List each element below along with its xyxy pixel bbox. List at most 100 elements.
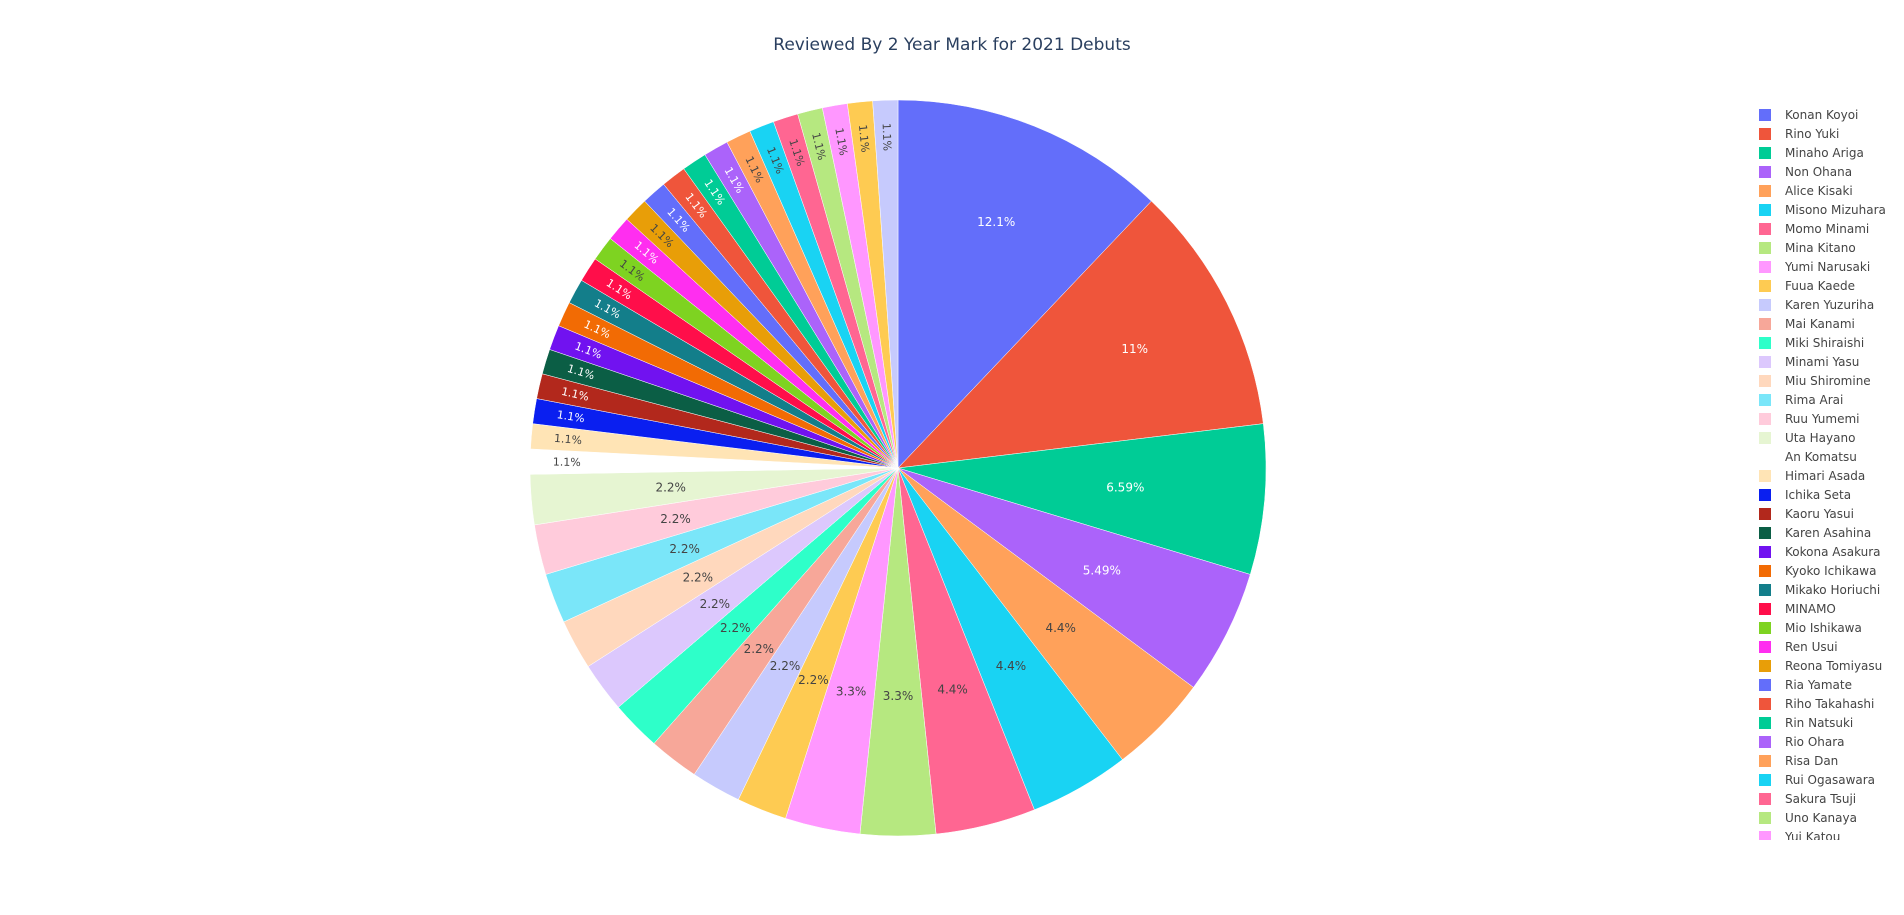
legend-swatch[interactable] <box>1759 375 1771 387</box>
pie-labels: 12.1% 11% 6.59% 5.49% 4.4% 4.4% 4.4% 3.3% 3.3% 2.… <box>553 123 1148 703</box>
legend-swatch[interactable] <box>1759 622 1771 634</box>
legend-swatch[interactable] <box>1759 793 1771 805</box>
legend-swatch[interactable] <box>1759 337 1771 349</box>
legend-item-label[interactable]: Uta Hayano <box>1785 431 1855 445</box>
legend-item-label[interactable]: Karen Yuzuriha <box>1785 298 1874 312</box>
legend-item-label[interactable]: Konan Koyoi <box>1785 108 1858 122</box>
legend-item-label[interactable]: Ruu Yumemi <box>1785 412 1859 426</box>
legend-swatch[interactable] <box>1759 508 1771 520</box>
legend-item-label[interactable]: Riho Takahashi <box>1785 697 1874 711</box>
legend-item-label[interactable]: Rio Ohara <box>1785 735 1845 749</box>
slice-label: 4.4% <box>1045 621 1076 635</box>
pie-slice <box>897 200 1264 469</box>
slice-label: 2.2% <box>683 571 714 585</box>
legend-item-label[interactable]: Miki Shiraishi <box>1785 336 1864 350</box>
legend-item-label[interactable]: Ren Usui <box>1785 640 1838 654</box>
legend-swatch[interactable] <box>1759 242 1771 254</box>
slice-label: 1.1% <box>556 408 586 425</box>
legend-item-label[interactable]: Rui Ogasawara <box>1785 773 1875 787</box>
legend-item-label[interactable]: Mina Kitano <box>1785 241 1856 255</box>
legend-item-label[interactable]: Himari Asada <box>1785 469 1865 483</box>
legend-swatch[interactable] <box>1759 869 1771 881</box>
legend-item-label[interactable]: Rin Natsuki <box>1785 716 1853 730</box>
legend-item-label[interactable]: Misono Mizuhara <box>1785 203 1886 217</box>
legend-swatch[interactable] <box>1759 299 1771 311</box>
legend-swatch[interactable] <box>1759 698 1771 710</box>
legend-item-label[interactable]: Mio Ishikawa <box>1785 621 1862 635</box>
legend-swatch[interactable] <box>1759 109 1771 121</box>
legend-item-label[interactable]: Momo Minami <box>1785 222 1869 236</box>
legend-item-label[interactable]: Ria Yamate <box>1785 678 1852 692</box>
legend-swatch[interactable] <box>1759 546 1771 558</box>
legend-swatch[interactable] <box>1759 831 1771 843</box>
legend-swatch[interactable] <box>1759 413 1771 425</box>
slice-label: 2.2% <box>744 642 775 656</box>
legend-swatch[interactable] <box>1759 717 1771 729</box>
legend-item-label[interactable]: Mikako Horiuchi <box>1785 583 1880 597</box>
legend-item-label[interactable]: Uno Kanaya <box>1785 811 1857 825</box>
legend-item-label[interactable]: Rin Mitsuki <box>1785 868 1851 882</box>
slice-label: 2.2% <box>700 597 731 611</box>
legend-item-label[interactable]: Non Ohana <box>1785 165 1852 179</box>
legend-item-label[interactable]: Minami Yasu <box>1785 355 1859 369</box>
legend-swatch[interactable] <box>1758 450 1772 464</box>
legend-swatch[interactable] <box>1759 527 1771 539</box>
legend-swatch[interactable] <box>1759 318 1771 330</box>
legend-swatch[interactable] <box>1759 432 1771 444</box>
slice-label: 1.1% <box>832 127 850 157</box>
legend-swatch[interactable] <box>1759 223 1771 235</box>
legend-swatch[interactable] <box>1759 850 1771 862</box>
slice-label: 1.1% <box>880 123 894 151</box>
legend-item-label[interactable]: Rima Arai <box>1785 393 1843 407</box>
legend-item-label[interactable]: Rino Yuki <box>1785 127 1839 141</box>
legend-swatch[interactable] <box>1759 774 1771 786</box>
legend-item-label[interactable]: Mai Kanami <box>1785 317 1855 331</box>
legend-item-label[interactable]: Risa Dan <box>1785 754 1838 768</box>
legend-item-label[interactable]: Yuzu Koga <box>1784 849 1846 863</box>
legend-swatch[interactable] <box>1759 166 1771 178</box>
slice-label: 1.1% <box>809 131 828 161</box>
legend-item-label[interactable]: Ichika Seta <box>1785 488 1851 502</box>
legend-swatch[interactable] <box>1759 280 1771 292</box>
legend-item-label[interactable]: Yui Katou <box>1784 830 1840 844</box>
legend-swatch[interactable] <box>1759 641 1771 653</box>
legend-swatch[interactable] <box>1759 261 1771 273</box>
legend-swatch[interactable] <box>1759 584 1771 596</box>
legend-item-label[interactable]: Kyoko Ichikawa <box>1785 564 1876 578</box>
legend-swatch[interactable] <box>1759 356 1771 368</box>
legend-swatch[interactable] <box>1759 394 1771 406</box>
slice-label: 6.59% <box>1106 481 1144 495</box>
legend-item-label[interactable]: Alice Kisaki <box>1785 184 1853 198</box>
legend-swatch[interactable] <box>1759 660 1771 672</box>
legend-item-label[interactable]: MINAMO <box>1785 602 1836 616</box>
legend-item-label[interactable]: Sakura Tsuji <box>1785 792 1856 806</box>
legend-swatch[interactable] <box>1759 185 1771 197</box>
legend-item-label[interactable]: Reona Tomiyasu <box>1785 659 1882 673</box>
legend-swatch[interactable] <box>1759 736 1771 748</box>
legend-item-label[interactable]: Miu Shiromine <box>1785 374 1871 388</box>
legend-swatch[interactable] <box>1759 489 1771 501</box>
legend-item-label[interactable]: Fuua Kaede <box>1785 279 1855 293</box>
slice-label: 1.1% <box>856 124 872 153</box>
legend-swatch[interactable] <box>1759 204 1771 216</box>
legend-swatch[interactable] <box>1759 603 1771 615</box>
legend-swatch[interactable] <box>1759 565 1771 577</box>
slice-label: 11% <box>1121 342 1148 356</box>
slice-label: 1.1% <box>560 385 590 404</box>
legend-swatch[interactable] <box>1759 679 1771 691</box>
legend-item-label[interactable]: Yumi Narusaki <box>1784 260 1870 274</box>
legend-swatch[interactable] <box>1759 147 1771 159</box>
legend-item-label[interactable]: Kaoru Yasui <box>1785 507 1854 521</box>
pie-slice <box>872 99 899 469</box>
legend-item-label[interactable]: Karen Asahina <box>1785 526 1871 540</box>
legend-swatch[interactable] <box>1759 128 1771 140</box>
legend-swatch[interactable] <box>1759 470 1771 482</box>
slice-label: 3.3% <box>836 684 867 698</box>
legend-item-label[interactable]: Minaho Ariga <box>1785 146 1864 160</box>
legend-item-label[interactable]: An Komatsu <box>1785 450 1857 464</box>
legend-swatch[interactable] <box>1759 755 1771 767</box>
legend-swatch[interactable] <box>1759 812 1771 824</box>
legend-item-label[interactable]: Kokona Asakura <box>1785 545 1881 559</box>
chart-title: Reviewed By 2 Year Mark for 2021 Debuts <box>773 35 1131 55</box>
